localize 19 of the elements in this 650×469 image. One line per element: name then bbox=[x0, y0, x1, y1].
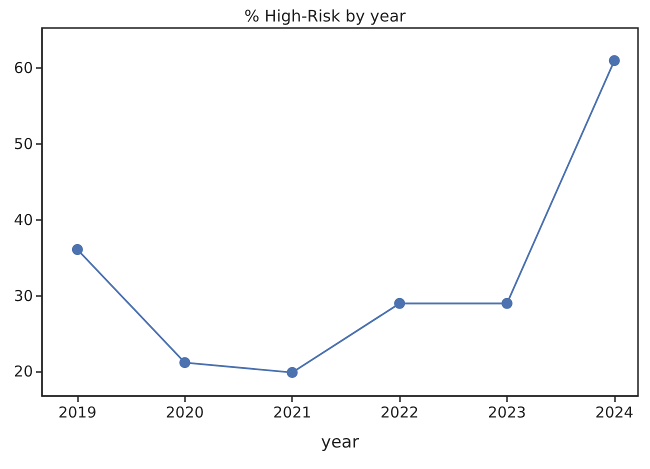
y-tick-label: 60 bbox=[14, 59, 33, 78]
point bbox=[286, 366, 298, 378]
y-tick-label: 20 bbox=[14, 362, 33, 381]
y-tick-label: 30 bbox=[14, 286, 33, 305]
x-tick-label: 2020 bbox=[166, 404, 204, 422]
point bbox=[394, 298, 406, 309]
x-axis-title: year bbox=[321, 432, 359, 452]
x-tick-label: 2022 bbox=[380, 404, 419, 422]
x-tick-label: 2021 bbox=[273, 404, 312, 422]
x-tick-label: 2024 bbox=[595, 404, 634, 422]
y-tick-label: 40 bbox=[14, 210, 33, 229]
x-tick-label: 2019 bbox=[58, 404, 97, 422]
point bbox=[72, 244, 83, 256]
point bbox=[502, 298, 512, 309]
chart-title: % High-Risk by year bbox=[244, 6, 406, 26]
x-tick-label: 2023 bbox=[488, 404, 526, 422]
point bbox=[179, 357, 190, 368]
point bbox=[608, 55, 620, 66]
y-tick-label: 50 bbox=[14, 135, 33, 154]
